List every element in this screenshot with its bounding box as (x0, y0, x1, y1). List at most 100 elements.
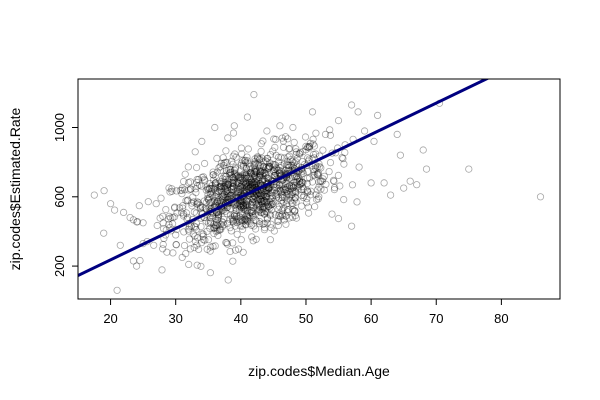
scatter-point (211, 192, 219, 200)
scatter-point (133, 262, 141, 270)
scatter-point (271, 172, 279, 180)
scatter-point (184, 225, 192, 233)
scatter-point (247, 170, 255, 178)
scatter-point (274, 217, 283, 225)
scatter-point (178, 186, 186, 194)
scatter-point (212, 218, 220, 226)
scatter-point (193, 261, 201, 269)
scatter-point (288, 189, 297, 197)
scatter-point (303, 179, 311, 188)
scatter-point (296, 150, 304, 158)
scatter-point (322, 180, 330, 188)
scatter-point (237, 202, 245, 210)
scatter-point (210, 224, 218, 232)
scatter-point (204, 236, 213, 244)
scatter-point (281, 166, 290, 175)
scatter-point (231, 212, 239, 220)
scatter-point (223, 182, 231, 190)
scatter-point (199, 230, 207, 238)
scatter-point (193, 178, 201, 186)
scatter-point (212, 184, 220, 192)
scatter-point (289, 200, 297, 208)
scatter-point (250, 172, 259, 180)
scatter-point (235, 201, 243, 209)
scatter-point (283, 196, 291, 204)
scatter-point (248, 195, 256, 203)
scatter-point (224, 190, 232, 198)
scatter-point (310, 142, 319, 150)
scatter-point (257, 192, 266, 200)
scatter-point (243, 169, 251, 177)
scatter-point (214, 231, 222, 240)
scatter-point (250, 170, 258, 178)
scatter-point (260, 204, 268, 212)
scatter-point (248, 208, 256, 216)
scatter-point (320, 172, 328, 180)
scatter-point (231, 165, 240, 173)
scatter-point (261, 224, 269, 232)
scatter-point (216, 183, 224, 191)
scatter-point (258, 199, 266, 208)
scatter-point (265, 197, 274, 206)
scatter-point (188, 202, 196, 210)
scatter-point (270, 168, 278, 176)
scatter-point (196, 201, 204, 209)
scatter-point (271, 187, 279, 195)
scatter-point (184, 196, 192, 204)
scatter-point (260, 169, 268, 177)
scatter-point (291, 188, 300, 196)
scatter-point (285, 161, 293, 169)
scatter-point (312, 191, 320, 199)
scatter-point (328, 210, 336, 218)
scatter-point (276, 187, 284, 195)
scatter-point (242, 200, 250, 208)
scatter-point (211, 224, 219, 232)
scatter-point (326, 126, 334, 134)
scatter-point (250, 167, 258, 175)
scatter-point (286, 145, 294, 153)
scatter-point (218, 193, 226, 201)
scatter-point (295, 181, 304, 189)
scatter-point (242, 180, 250, 188)
scatter-point (273, 190, 281, 198)
scatter-point (205, 194, 214, 202)
scatter-point (278, 194, 286, 202)
scatter-point (250, 192, 258, 200)
scatter-point (172, 187, 181, 195)
scatter-point (254, 206, 262, 214)
scatter-point (370, 137, 378, 145)
scatter-point (309, 135, 317, 143)
scatter-point (250, 178, 259, 186)
scatter-point (283, 157, 291, 165)
scatter-point (245, 214, 253, 223)
scatter-point (222, 166, 230, 174)
scatter-point (135, 202, 143, 210)
scatter-point (203, 245, 211, 253)
scatter-point (310, 168, 318, 176)
scatter-point (336, 182, 344, 190)
scatter-point (229, 178, 237, 186)
scatter-point (255, 220, 264, 228)
scatter-point (260, 197, 268, 205)
scatter-point (270, 171, 279, 179)
scatter-point (248, 179, 256, 187)
scatter-point (303, 195, 311, 203)
scatter-point (215, 183, 223, 191)
scatter-point (280, 154, 288, 162)
scatter-point (465, 165, 473, 173)
scatter-point (222, 147, 230, 155)
scatter-point (283, 183, 292, 191)
scatter-point (276, 122, 284, 130)
scatter-point (229, 173, 237, 181)
scatter-point (218, 218, 226, 226)
scatter-point (259, 175, 268, 183)
scatter-point (205, 203, 214, 211)
scatter-point (270, 172, 279, 180)
scatter-point (297, 179, 305, 187)
scatter-point (310, 171, 319, 179)
scatter-point (284, 176, 292, 184)
scatter-point (199, 203, 207, 211)
scatter-point (236, 185, 244, 193)
scatter-point (220, 215, 228, 223)
scatter-point (248, 169, 256, 177)
